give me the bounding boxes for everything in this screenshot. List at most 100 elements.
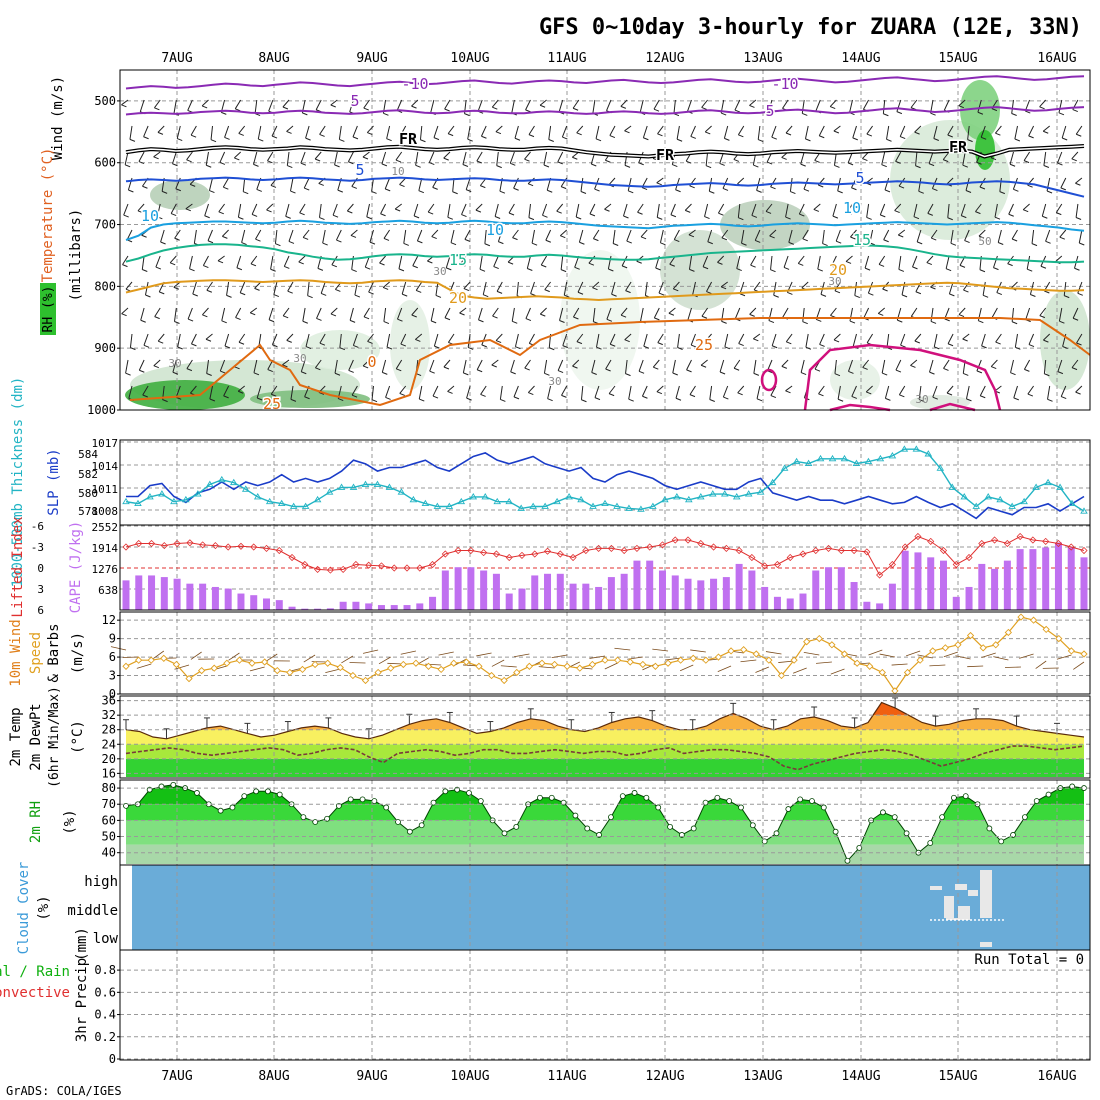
li-marker xyxy=(697,539,705,548)
wind-barb-flag xyxy=(836,240,842,244)
wind-barb xyxy=(285,203,290,217)
upper-ylabel-temp: Temperature (°C) xyxy=(40,148,56,283)
wind-barb-flag xyxy=(932,396,938,400)
contour-label: 10 xyxy=(486,221,504,239)
wind-barb-flag xyxy=(604,208,610,212)
rh-marker xyxy=(726,798,733,804)
cape-ylabel: CAPE (J/kg) xyxy=(68,521,84,614)
thickness-marker xyxy=(241,485,250,492)
wind-barb xyxy=(157,125,165,133)
li-marker xyxy=(799,550,807,558)
wind-barb xyxy=(497,229,503,242)
wind-barb-flag xyxy=(623,215,629,219)
wind-barb xyxy=(282,359,290,366)
wind-barb-flag xyxy=(749,105,755,108)
wind-barb xyxy=(494,203,499,217)
cape-bar xyxy=(377,605,385,610)
wind-barb xyxy=(947,333,954,344)
rh-marker xyxy=(477,798,484,804)
wind-barb xyxy=(242,177,246,192)
wind-barb xyxy=(884,385,890,399)
thickness-marker xyxy=(876,454,885,462)
cape-bar xyxy=(965,586,973,610)
cape-bar xyxy=(173,578,181,610)
thickness-marker xyxy=(194,490,202,497)
wind-barb-flag xyxy=(686,160,692,164)
wind-barb-flag xyxy=(319,133,325,137)
thickness-marker xyxy=(170,497,178,505)
wind-barb xyxy=(1057,359,1063,372)
wind-barb xyxy=(411,307,419,316)
wind-barb-flag xyxy=(304,396,310,400)
cape-bar xyxy=(888,583,896,610)
wind-barb xyxy=(330,99,338,106)
wind-barb xyxy=(757,125,761,140)
cape-bar xyxy=(441,570,449,610)
wind-barb xyxy=(805,333,809,348)
wind-barb-flag xyxy=(492,315,498,319)
wind-speed-marker xyxy=(134,656,143,664)
wind-barb xyxy=(865,385,873,393)
wind-barb-flag xyxy=(271,135,278,139)
wind-barb xyxy=(943,99,950,111)
surface-wind-barb xyxy=(362,649,379,654)
wind-barb-flag xyxy=(734,109,741,113)
wind-barb xyxy=(558,99,564,113)
li-marker xyxy=(786,553,794,562)
wind-barb xyxy=(395,359,403,370)
wind-barb xyxy=(832,203,837,217)
wind-barb-flag xyxy=(432,395,439,399)
wind-barb-flag xyxy=(657,133,663,137)
wind-barb-flag xyxy=(153,156,159,160)
wind-barb-flag xyxy=(452,191,458,195)
rh-ylabel-unit: (%) xyxy=(62,809,78,834)
tick-label: 0.4 xyxy=(94,1008,116,1022)
wind-barb-flag xyxy=(493,266,499,270)
wind-barb-flag xyxy=(238,390,244,394)
wind-barb-flag xyxy=(186,368,193,372)
tick-label: 36 xyxy=(102,694,116,708)
li-marker xyxy=(275,546,283,555)
rh-marker xyxy=(643,794,650,801)
wind-speed-marker xyxy=(361,676,370,685)
wind-barb xyxy=(352,125,358,138)
wind-barb-flag xyxy=(771,136,777,140)
wind-barb xyxy=(933,125,938,139)
wind-barb xyxy=(737,177,745,185)
surface-wind-barb xyxy=(1056,654,1072,660)
wind-barb-flag xyxy=(770,269,776,273)
li-marker xyxy=(876,571,884,579)
wind-barb-flag xyxy=(847,162,854,166)
rh-shade xyxy=(660,230,740,310)
wind-barb-flag xyxy=(539,104,546,108)
wind-barb xyxy=(363,99,370,109)
wind-barb xyxy=(596,333,600,348)
wind-barb xyxy=(705,333,712,342)
cape-bar xyxy=(633,560,641,610)
thickness-marker xyxy=(744,490,753,497)
wind-barb xyxy=(210,125,213,140)
wind-barb-flag xyxy=(738,134,744,138)
date-label-bottom: 16AUG xyxy=(1037,1069,1076,1084)
wind-barb xyxy=(482,281,487,295)
wind-barb-flag xyxy=(541,264,547,268)
wind-barb xyxy=(1075,385,1083,393)
thickness-marker xyxy=(265,497,274,505)
rh-shade xyxy=(300,330,380,370)
wind-barb-flag xyxy=(202,314,208,318)
wind-barb xyxy=(609,125,616,136)
li-marker xyxy=(939,546,948,555)
wind-barb-flag xyxy=(947,134,953,138)
wind-barb xyxy=(253,151,258,165)
thickness-marker xyxy=(529,502,537,509)
wind-barb xyxy=(511,99,515,114)
surface-wind-barb xyxy=(778,660,795,663)
slp-tick: 1011 xyxy=(92,483,119,496)
wind-barb xyxy=(737,203,741,218)
date-label-bottom: 15AUG xyxy=(938,1069,977,1084)
wind-barb xyxy=(398,255,403,269)
li-marker xyxy=(1054,539,1063,548)
wind-speed-marker xyxy=(538,659,546,667)
wind-barb-flag xyxy=(258,138,264,142)
